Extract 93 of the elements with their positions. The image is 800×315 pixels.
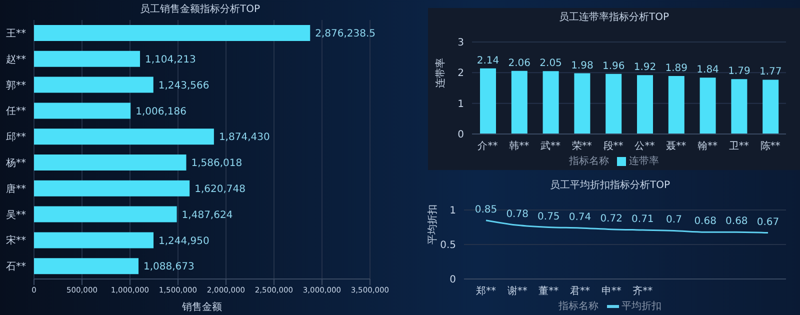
y-tick-label: 赵**: [6, 53, 26, 66]
y-tick-label: 任**: [5, 106, 26, 118]
data-label: 0.75: [538, 211, 560, 222]
x-tick-label: 翰**: [698, 140, 718, 152]
y-tick-label: 2: [458, 68, 464, 80]
legend-label: 平均折扣: [622, 300, 662, 313]
data-label: 1,874,430: [218, 132, 270, 144]
legend-title: 指标名称: [558, 300, 598, 313]
y-tick-label: 王**: [6, 28, 26, 40]
x-tick-label: 卫**: [728, 141, 749, 152]
x-tick-label: 郑**: [476, 285, 496, 298]
bar: [731, 79, 748, 134]
x-tick-label: 公**: [634, 140, 655, 152]
x-tick-label: 申**: [601, 285, 622, 298]
data-label: 2,876,238.5: [315, 28, 376, 40]
y-tick-label: 宋**: [6, 234, 26, 247]
data-label: 1.89: [665, 63, 688, 74]
data-label: 0.71: [632, 214, 654, 226]
data-label: 1,487,624: [182, 210, 233, 221]
x-tick-label: 谢**: [507, 285, 528, 298]
data-label: 0.72: [600, 213, 622, 224]
x-axis-title: 销售金额: [181, 301, 222, 313]
y-tick-label: 唐**: [6, 182, 26, 195]
bar: [34, 154, 186, 170]
y-tick-label: 1: [458, 98, 464, 110]
data-label: 0.85: [474, 204, 498, 216]
data-label: 0.68: [694, 216, 716, 228]
x-tick-label: 齐**: [632, 285, 653, 298]
y-axis-title: 连带率: [434, 58, 447, 88]
y-tick-label: 0: [450, 274, 456, 286]
data-label: 2.05: [540, 58, 562, 70]
x-tick-label: 陈**: [760, 140, 780, 152]
data-label: 2.14: [476, 55, 500, 66]
x-tick-label: 韩**: [509, 140, 530, 152]
y-tick-label: 0.5: [440, 240, 456, 252]
x-tick-label: 君**: [570, 286, 590, 298]
data-label: 1,006,186: [136, 106, 186, 118]
data-label: 0.67: [756, 216, 780, 228]
y-tick-label: 郭**: [6, 79, 26, 92]
data-label: 1.77: [759, 66, 782, 78]
bar: [34, 180, 190, 196]
x-tick-label: 董**: [538, 285, 559, 298]
bar: [34, 76, 154, 93]
chart-title: 员工平均折扣指标分析TOP: [548, 178, 671, 193]
bar: [34, 25, 310, 41]
data-label: 0.68: [726, 216, 748, 228]
bar: [480, 68, 496, 134]
data-label: 1,620,748: [194, 184, 246, 195]
bar: [34, 102, 131, 119]
data-label: 1.84: [696, 64, 719, 76]
bar: [606, 74, 622, 134]
bar: [542, 71, 559, 134]
y-tick-label: 石**: [6, 262, 26, 273]
y-tick-label: 0: [458, 130, 464, 141]
bar: [34, 128, 214, 145]
y-tick-label: 邱**: [6, 131, 26, 144]
data-label: 2.06: [508, 58, 531, 69]
data-label: 1,243,566: [158, 80, 210, 92]
data-label: 1,586,018: [191, 158, 242, 170]
data-label: 0.7: [666, 214, 682, 226]
bar: [700, 78, 716, 134]
x-tick-label: 介**: [478, 140, 498, 152]
chart-title: 员工销售金额指标分析TOP: [138, 2, 261, 17]
bar: [34, 232, 154, 248]
x-tick-label: 荣**: [572, 140, 592, 152]
data-label: 1,104,213: [145, 54, 196, 66]
bar: [34, 50, 140, 67]
x-tick-label: 聂**: [666, 141, 686, 152]
y-tick-label: 3: [458, 38, 464, 49]
chart-title: 员工连带率指标分析TOP: [558, 10, 670, 25]
data-label: 1.92: [634, 62, 656, 74]
data-label: 1,244,950: [158, 236, 210, 247]
legend-label: 连带率: [629, 154, 659, 168]
data-label: 0.74: [568, 212, 592, 223]
bar: [637, 75, 653, 134]
bar: [574, 73, 590, 134]
y-tick-label: 杨**: [5, 157, 26, 169]
bar: [34, 206, 177, 222]
bar: [34, 258, 139, 274]
legend-title: 指标名称: [569, 154, 609, 168]
data-label: 1.96: [602, 60, 625, 72]
y-tick-label: 吴**: [6, 210, 26, 221]
bar: [511, 70, 528, 134]
y-tick-label: 1: [450, 206, 456, 217]
bar: [762, 80, 779, 134]
bar: [668, 76, 684, 134]
data-label: 1,088,673: [144, 262, 194, 273]
y-axis-title: 平均折扣: [426, 204, 439, 244]
data-label: 0.78: [506, 209, 528, 220]
data-label: 1.98: [571, 60, 594, 72]
x-tick-label: 武**: [540, 140, 560, 152]
x-tick-label: 段**: [603, 140, 624, 152]
data-label: 1.79: [728, 66, 750, 78]
